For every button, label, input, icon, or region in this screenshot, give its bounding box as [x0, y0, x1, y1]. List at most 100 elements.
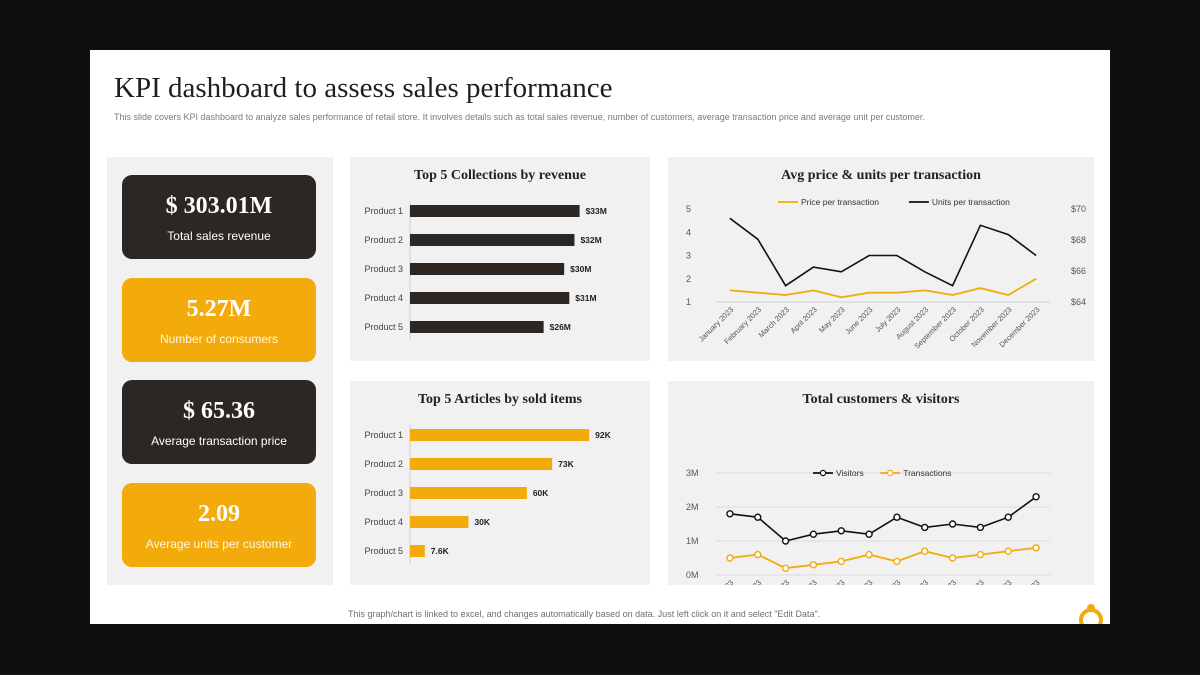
bar-chart-svg: Product 1 92K Product 2 73K Product 3 60K Prod…	[364, 425, 612, 564]
category-label: Product 4	[364, 517, 403, 527]
category-label: Product 4	[364, 293, 403, 303]
chart-title: Avg price & units per transaction	[781, 168, 981, 183]
kpi-value: 2.09	[198, 501, 240, 527]
legend-label: Visitors	[836, 468, 864, 478]
series-line	[729, 496, 1037, 542]
data-point	[893, 557, 901, 566]
data-point	[948, 554, 957, 562]
x-tick-label: January 2023	[697, 578, 736, 585]
page-subtitle: This slide covers KPI dashboard to analy…	[114, 112, 925, 122]
kpi-card-total-sales-revenue[interactable]: $ 303.01M Total sales revenue	[122, 175, 316, 259]
data-point	[754, 550, 762, 559]
data-point	[948, 520, 957, 528]
chart-avg-price-units: Avg price & units per transaction 1 2 3 4 5 $…	[668, 157, 1094, 361]
y-tick-label: 5	[686, 204, 691, 214]
y2-tick-label: $68	[1071, 235, 1086, 245]
data-label: 30K	[474, 517, 490, 527]
series-line	[729, 217, 1037, 287]
x-tick-label: May 2023	[817, 578, 847, 585]
y-tick-label: 0M	[686, 570, 699, 580]
data-label: $26M	[550, 322, 571, 332]
y-tick-label: 2M	[686, 502, 699, 512]
y2-tick-label: $64	[1071, 297, 1086, 307]
y-tick-label: 4	[686, 227, 691, 237]
data-label: 92K	[595, 430, 611, 440]
category-label: Product 3	[364, 488, 403, 498]
kpi-value: $ 65.36	[183, 398, 255, 424]
bar	[410, 263, 565, 275]
data-point	[726, 510, 734, 518]
slide: KPI dashboard to assess sales performanc…	[90, 50, 1110, 624]
data-label: 73K	[558, 459, 574, 469]
bar	[410, 487, 527, 499]
bar	[410, 205, 580, 217]
series-line	[729, 278, 1037, 299]
kpi-card-number-of-consumers[interactable]: 5.27M Number of consumers	[122, 278, 316, 362]
x-tick-label: July 2023	[873, 578, 902, 585]
footer-note: This graph/chart is linked to excel, and…	[348, 609, 821, 619]
kpi-label: Average transaction price	[151, 434, 287, 448]
chart-title: Top 5 Collections by revenue	[414, 168, 586, 183]
series-line	[729, 546, 1037, 570]
bar	[410, 516, 469, 528]
category-label: Product 1	[364, 430, 403, 440]
data-point	[837, 557, 845, 566]
data-point	[726, 554, 734, 562]
bar	[410, 458, 553, 470]
data-label: $31M	[575, 293, 596, 303]
bar-chart-svg: Product 1 $33M Product 2 $32M Product 3 $30M P…	[364, 201, 607, 340]
chart-title: Total customers & visitors	[802, 392, 960, 407]
bar	[410, 292, 570, 304]
data-point	[921, 547, 929, 555]
data-point	[976, 550, 985, 559]
category-label: Product 2	[364, 235, 403, 245]
data-label: $32M	[580, 235, 601, 245]
data-point	[809, 530, 818, 538]
data-label: 60K	[533, 488, 549, 498]
legend-marker	[886, 469, 894, 477]
x-tick-label: May 2023	[817, 305, 847, 335]
y-tick-label: 1	[686, 297, 691, 307]
chart-top-articles-by-sold-items: Top 5 Articles by sold items Product 1 92…	[350, 381, 650, 585]
data-point	[921, 523, 929, 532]
y-tick-label: 2	[686, 274, 691, 284]
data-point	[893, 513, 901, 521]
legend-label: Transactions	[903, 468, 951, 478]
data-point	[976, 523, 985, 532]
kpi-card-average-transaction-price[interactable]: $ 65.36 Average transaction price	[122, 380, 316, 464]
y-tick-label: 3	[686, 251, 691, 261]
category-label: Product 3	[364, 264, 403, 274]
kpi-label: Number of consumers	[159, 332, 279, 346]
data-point	[837, 527, 845, 535]
y2-tick-label: $70	[1071, 204, 1086, 214]
kpi-label: Average units per customer	[145, 537, 293, 551]
chart-top-collections-by-revenue: Top 5 Collections by revenue Product 1 $3…	[350, 157, 650, 361]
data-point	[865, 550, 873, 559]
category-label: Product 5	[364, 322, 403, 332]
kpi-panel: $ 303.01M Total sales revenue 5.27M Numb…	[107, 157, 333, 585]
chart-total-customers-visitors: Total customers & visitors 0M 1M 2M 3M Janua…	[668, 381, 1094, 585]
kpi-value: 5.27M	[186, 296, 252, 322]
x-tick-label: June 2023	[843, 578, 874, 585]
chart-title: Top 5 Articles by sold items	[418, 392, 582, 407]
data-label: $30M	[570, 264, 591, 274]
y-tick-label: 3M	[686, 468, 699, 478]
page-title: KPI dashboard to assess sales performanc…	[114, 72, 613, 104]
bar	[410, 429, 590, 441]
bar	[410, 234, 575, 246]
data-point	[1032, 493, 1040, 501]
kpi-card-average-units-per-customer[interactable]: 2.09 Average units per customer	[122, 483, 316, 567]
category-label: Product 5	[364, 546, 403, 556]
x-tick-label: June 2023	[843, 305, 874, 336]
kpi-value: $ 303.01M	[165, 193, 273, 219]
data-point	[781, 564, 790, 572]
bar	[410, 545, 425, 557]
data-point	[781, 537, 790, 545]
x-tick-label: April 2023	[789, 305, 819, 335]
y2-tick-label: $66	[1071, 266, 1086, 276]
data-point	[1032, 544, 1040, 552]
y-tick-label: 1M	[686, 536, 699, 546]
data-point	[809, 561, 818, 569]
